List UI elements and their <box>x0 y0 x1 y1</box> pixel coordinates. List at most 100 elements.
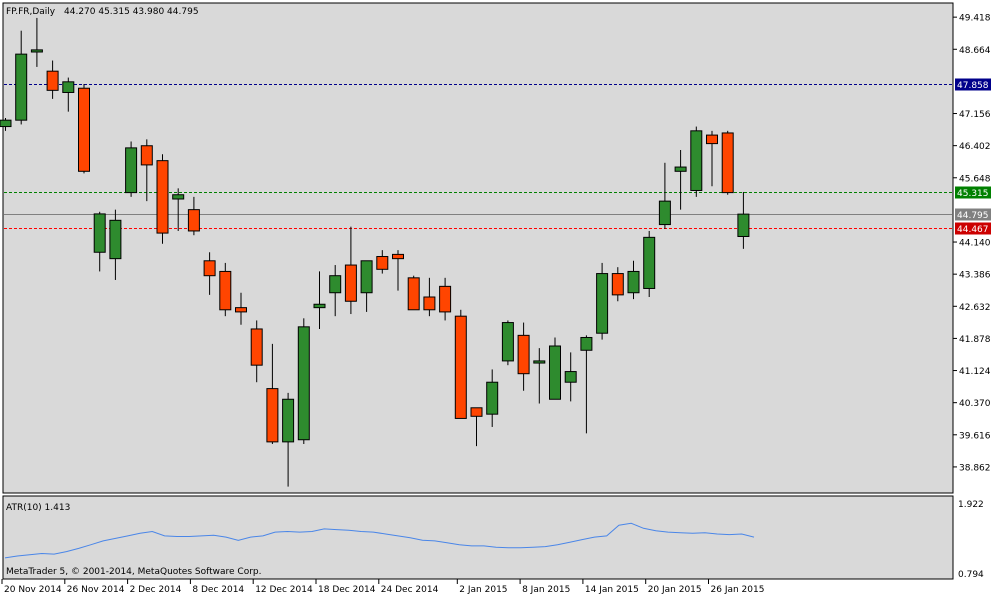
candle <box>674 150 687 210</box>
candle-body <box>15 53 28 121</box>
candle-body <box>549 345 561 400</box>
candle-body <box>266 388 279 443</box>
candle <box>627 260 640 300</box>
main-pane[interactable] <box>2 2 954 494</box>
time-tick-label: 8 Jan 2015 <box>522 585 570 595</box>
candle <box>140 139 153 202</box>
candle <box>454 309 467 419</box>
price-tick-label: 44.140 <box>959 239 991 249</box>
time-tick-label: 24 Dec 2014 <box>381 585 439 595</box>
candle <box>203 252 216 295</box>
candle <box>501 320 514 366</box>
atr-label: ATR(10) 1.413 <box>6 503 70 513</box>
candle <box>549 337 561 400</box>
candle-body <box>219 270 232 311</box>
price-axis: 49.418 48.664 47.156 46.402 45.648 44.140 43.3… <box>953 14 991 473</box>
time-tick-label: 14 Jan 2015 <box>585 585 639 595</box>
price-tick-label: 48.664 <box>959 46 991 56</box>
candle-body <box>109 219 122 260</box>
time-tick-label: 26 Nov 2014 <box>67 585 125 595</box>
candle-body <box>533 360 546 364</box>
candle-body <box>706 134 718 145</box>
candle-body <box>627 270 640 294</box>
candle-body <box>580 336 593 351</box>
candle-body <box>564 371 577 383</box>
candle <box>517 322 530 391</box>
price-tick-label: 46.402 <box>959 142 991 152</box>
candle-body <box>140 145 153 166</box>
candle <box>109 209 122 280</box>
candle <box>423 277 436 317</box>
symbol-label: FP.FR,Daily <box>6 7 56 17</box>
candle <box>564 352 577 402</box>
candle <box>706 130 718 187</box>
time-tick-label: 12 Dec 2014 <box>255 585 313 595</box>
candle <box>187 196 200 236</box>
price-tick-label: 43.386 <box>959 271 991 281</box>
candle-body <box>690 130 703 191</box>
candle-body <box>643 236 656 289</box>
candle-body <box>78 87 90 172</box>
candle <box>219 262 232 317</box>
candle-body <box>658 200 671 226</box>
candle-body <box>611 273 624 296</box>
candle <box>250 320 263 383</box>
price-tick-label: 49.418 <box>959 14 991 24</box>
candle-body <box>62 81 75 93</box>
level-label: 45.315 <box>957 189 989 199</box>
candles <box>0 17 750 487</box>
candle <box>596 262 609 340</box>
candle <box>266 343 279 444</box>
candle <box>486 369 499 427</box>
candle <box>93 211 106 272</box>
candle <box>392 250 404 291</box>
candle <box>30 17 43 67</box>
time-tick-label: 20 Jan 2015 <box>648 585 702 595</box>
time-tick-label: 26 Jan 2015 <box>711 585 765 595</box>
candle-body <box>423 296 436 311</box>
candle <box>235 292 247 325</box>
atr-tick-high: 1.922 <box>958 500 984 510</box>
candle-body <box>392 253 404 260</box>
candle <box>533 348 546 404</box>
candle-body <box>93 213 106 253</box>
candle-body <box>46 70 59 91</box>
candle-body <box>125 147 138 194</box>
candle <box>690 126 703 197</box>
level-label: 44.467 <box>957 225 989 235</box>
candle-body <box>203 260 216 277</box>
candle-body <box>470 407 483 417</box>
price-tick-label: 42.632 <box>959 303 991 313</box>
level-label: 44.795 <box>957 211 989 221</box>
atr-line <box>4 522 755 559</box>
level-label-bg <box>955 186 991 199</box>
candle-body <box>235 307 247 313</box>
candle-body <box>360 260 373 294</box>
candle-body <box>156 160 169 234</box>
time-tick-label: 2 Dec 2014 <box>130 585 182 595</box>
candle-body <box>376 256 389 270</box>
candle-body <box>596 273 609 334</box>
copyright-label: MetaTrader 5, © 2001-2014, MetaQuotes So… <box>6 567 262 577</box>
candle <box>643 230 656 297</box>
candle-body <box>674 166 687 172</box>
candle <box>297 318 310 444</box>
atr-pane[interactable] <box>2 495 954 580</box>
candle <box>329 265 342 317</box>
candle <box>78 83 90 174</box>
candle-body <box>329 275 342 294</box>
candle-body <box>0 119 12 128</box>
candle <box>721 130 734 195</box>
candle <box>15 30 28 125</box>
candle <box>0 118 12 131</box>
candle <box>407 275 420 311</box>
candle-body <box>407 277 420 311</box>
candle-body <box>172 194 185 200</box>
atr-series-line <box>4 522 755 559</box>
candle <box>376 250 389 274</box>
candle-body <box>297 326 310 441</box>
candle-body <box>439 285 452 313</box>
candle-body <box>313 303 326 309</box>
